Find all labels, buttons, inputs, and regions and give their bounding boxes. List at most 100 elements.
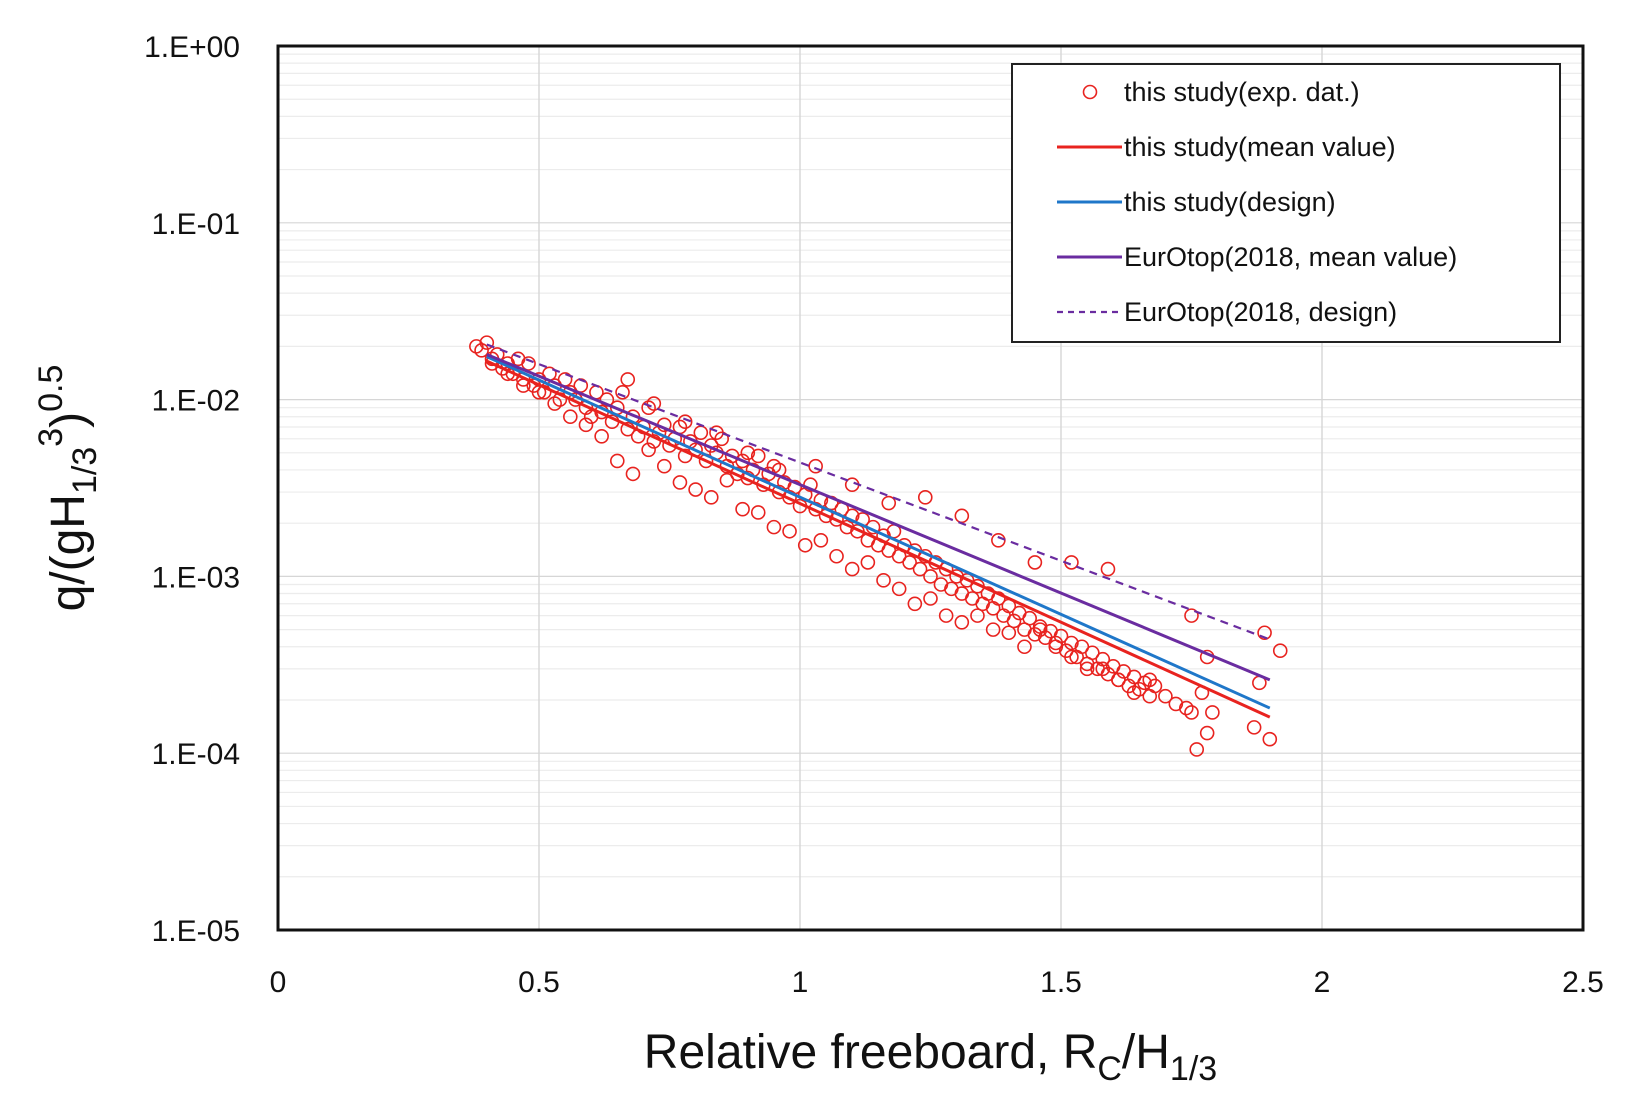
x-tick-label: 0 [270, 966, 287, 999]
exp-data-point [813, 533, 829, 548]
exp-data-point [578, 417, 594, 433]
legend-label-0: this study(exp. dat.) [1124, 77, 1360, 107]
exp-data-point [703, 490, 719, 505]
exp-data-point [677, 448, 693, 464]
series-line-1 [486, 359, 1271, 719]
legend-label-4: EurOtop(2018, design) [1124, 297, 1397, 327]
y-axis-label: q/(gH1/33)0.5 [32, 365, 104, 612]
exp-data-point [1272, 643, 1288, 658]
exp-data-point [891, 581, 907, 597]
exp-data-point [912, 561, 928, 577]
exp-data-point [1079, 661, 1095, 677]
exp-data-point [1257, 625, 1272, 641]
exp-data-point [1178, 700, 1194, 716]
exp-data-point [797, 537, 813, 553]
exp-data-point [1158, 688, 1173, 704]
exp-data-point [646, 396, 662, 411]
exp-data-point [1022, 610, 1037, 626]
exp-data-point [1001, 625, 1017, 641]
exp-data-point [1199, 725, 1215, 741]
exp-data-point [609, 453, 625, 469]
legend-label-1: this study(mean value) [1124, 132, 1396, 162]
exp-data-point [985, 622, 1001, 637]
exp-data-point [479, 335, 495, 350]
y-tick-label: 1.E-01 [152, 208, 240, 241]
exp-data-point [1205, 705, 1220, 720]
exp-data-point [954, 615, 970, 630]
exp-data-point [1027, 555, 1043, 570]
exp-data-point [1085, 645, 1100, 661]
y-tick-label: 1.E-03 [152, 561, 240, 594]
exp-data-point [641, 442, 656, 458]
exp-data-point [923, 591, 938, 606]
exp-data-point [625, 466, 641, 482]
exp-data-point [1032, 622, 1048, 637]
exp-data-point [750, 505, 766, 520]
exp-data-point [829, 548, 844, 564]
exp-data-point [1095, 651, 1111, 667]
exp-data-point [620, 372, 636, 387]
exp-data-point [876, 573, 891, 588]
legend: this study(exp. dat.) this study(mean val… [1011, 63, 1561, 343]
y-tick-label: 1.E-02 [152, 385, 240, 418]
x-tick-label: 0.5 [518, 966, 560, 999]
exp-data-point [860, 555, 876, 570]
tick-layer: 0 0.5 1 1.5 2 2.5 1.E+00 1.E-01 1.E-02 1.E-03 1.E-… [144, 31, 1604, 999]
exp-data-point [599, 392, 615, 407]
exp-data-point [1111, 672, 1126, 688]
exp-data-point [1100, 561, 1116, 577]
legend-marker-exp [1082, 84, 1098, 100]
exp-data-point [563, 409, 578, 425]
exp-data-point [688, 482, 703, 497]
exp-data-point [677, 414, 693, 429]
x-tick-label: 1 [792, 966, 809, 999]
exp-data-point [1184, 705, 1199, 720]
series-line-2 [486, 355, 1271, 710]
exp-data-point [902, 555, 917, 570]
plot-frame [276, 44, 1585, 932]
exp-data-point [1262, 731, 1278, 747]
exp-data-point [656, 458, 672, 474]
exp-data-point [1064, 635, 1079, 651]
exp-data-point [1246, 720, 1262, 735]
exp-data-point [907, 596, 923, 612]
exp-data-point [991, 591, 1006, 606]
exp-data-point [844, 508, 860, 524]
exp-data-point [615, 384, 630, 400]
exp-data-point [844, 561, 860, 577]
exp-data-point [1006, 613, 1022, 629]
y-tick-label: 1.E-05 [152, 915, 240, 948]
exp-data-point [1142, 672, 1158, 688]
exp-data-point [719, 472, 735, 488]
y-tick-label: 1.E-04 [152, 738, 240, 771]
series-line-3 [486, 353, 1271, 682]
x-tick-label: 2 [1314, 966, 1331, 999]
legend-label-2: this study(design) [1124, 187, 1336, 217]
exp-data-point [735, 501, 750, 517]
exp-data-point [547, 396, 562, 411]
exp-data-point [474, 343, 489, 358]
exp-data-point [735, 453, 750, 469]
x-tick-label: 1.5 [1040, 966, 1082, 999]
x-axis-label: Relative freeboard, RC/H1/3 [644, 1026, 1217, 1088]
exp-data-point [1048, 635, 1064, 651]
exp-data-point [672, 475, 688, 490]
exp-data-point [1027, 627, 1043, 642]
exp-data-point [970, 608, 985, 623]
exp-data-point [740, 445, 756, 461]
data-layer [469, 335, 1288, 757]
exp-data-point [1095, 661, 1111, 677]
exp-data-point [881, 495, 897, 511]
exp-data-point [1126, 685, 1142, 700]
exp-data-point [808, 458, 823, 474]
exp-data-point [1064, 649, 1079, 665]
exp-data-point [766, 519, 782, 535]
exp-data-point [923, 569, 938, 584]
exp-data-point [1017, 639, 1032, 655]
exp-data-point [521, 356, 536, 371]
exp-data-point [782, 523, 797, 539]
y-tick-label: 1.E+00 [144, 31, 240, 64]
x-tick-label: 2.5 [1562, 966, 1604, 999]
exp-data-point [938, 608, 954, 623]
